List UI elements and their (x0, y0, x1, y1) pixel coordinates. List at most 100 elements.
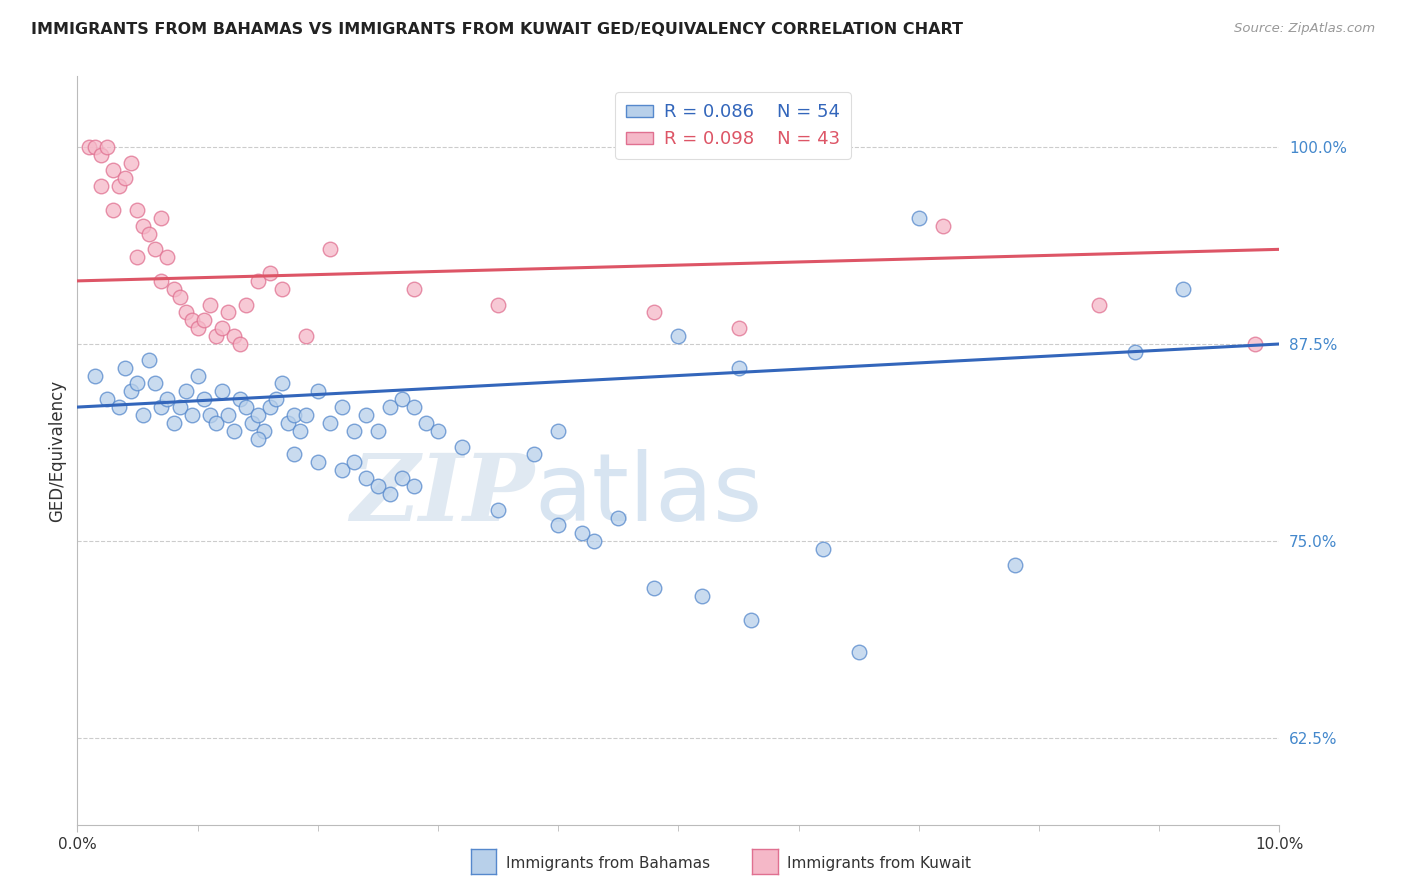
Point (932, 219, 955, 233)
Point (367, 479, 389, 493)
Point (174, 305, 197, 319)
Point (127, 376, 149, 391)
Point (235, 400, 257, 414)
Point (330, 400, 353, 414)
Point (571, 526, 593, 541)
Point (103, 163, 125, 178)
Point (108, 179, 131, 194)
Point (96, 140, 118, 154)
Legend: R = 0.086    N = 54, R = 0.098    N = 43: R = 0.086 N = 54, R = 0.098 N = 43 (616, 93, 851, 159)
Point (378, 400, 401, 414)
Point (96, 392, 118, 407)
Point (114, 360, 136, 375)
Point (84, 368, 107, 383)
Point (198, 297, 221, 311)
Point (402, 282, 425, 296)
Point (415, 416, 437, 430)
Point (253, 424, 276, 438)
Point (643, 305, 665, 319)
Point (740, 613, 762, 627)
Point (330, 463, 353, 477)
Point (240, 416, 263, 430)
Point (217, 305, 239, 319)
Point (354, 471, 377, 485)
Point (145, 243, 167, 257)
Point (120, 384, 142, 399)
Point (391, 471, 413, 485)
Point (486, 297, 509, 311)
Point (259, 266, 281, 280)
Point (668, 329, 690, 343)
Point (103, 202, 125, 217)
Point (222, 329, 245, 343)
Point (108, 400, 131, 414)
Point (246, 432, 269, 446)
Point (235, 297, 257, 311)
Point (402, 479, 425, 493)
Point (259, 400, 281, 414)
Point (217, 408, 239, 422)
Point (727, 321, 749, 335)
Point (319, 243, 342, 257)
Point (378, 487, 401, 501)
Point (90, 179, 112, 194)
Point (1004, 558, 1026, 572)
Point (204, 416, 226, 430)
Point (643, 582, 665, 596)
Point (132, 408, 155, 422)
Point (156, 392, 179, 407)
Point (228, 337, 250, 351)
Point (1088, 297, 1111, 311)
Point (343, 424, 366, 438)
Point (169, 290, 191, 304)
Point (294, 408, 316, 422)
Point (90, 147, 112, 161)
Point (127, 250, 149, 264)
Point (283, 408, 305, 422)
Point (319, 416, 342, 430)
Point (79, 140, 101, 154)
Point (150, 211, 173, 225)
Y-axis label: GED/Equivalency: GED/Equivalency (48, 379, 66, 522)
Point (211, 384, 233, 399)
Point (354, 408, 377, 422)
Point (145, 376, 167, 391)
Point (277, 416, 299, 430)
Point (391, 392, 413, 407)
Point (246, 274, 269, 288)
Text: Immigrants from Kuwait: Immigrants from Kuwait (787, 856, 972, 871)
Point (138, 227, 160, 241)
Point (186, 368, 209, 383)
Point (222, 424, 245, 438)
Point (180, 313, 202, 327)
Point (367, 424, 389, 438)
Point (307, 384, 329, 399)
Text: IMMIGRANTS FROM BAHAMAS VS IMMIGRANTS FROM KUWAIT GED/EQUIVALENCY CORRELATION CH: IMMIGRANTS FROM BAHAMAS VS IMMIGRANTS FR… (31, 22, 963, 37)
Point (84, 140, 107, 154)
Point (174, 384, 197, 399)
Point (607, 510, 630, 524)
Point (294, 329, 316, 343)
Point (186, 321, 209, 335)
Point (427, 424, 450, 438)
Point (1123, 344, 1146, 359)
Point (193, 392, 215, 407)
Point (1244, 337, 1267, 351)
Point (343, 455, 366, 469)
Point (162, 282, 184, 296)
Text: ZIP: ZIP (350, 450, 534, 541)
Point (523, 447, 546, 461)
Text: Source: ZipAtlas.com: Source: ZipAtlas.com (1234, 22, 1375, 36)
Point (848, 644, 870, 658)
Point (180, 408, 202, 422)
Point (283, 447, 305, 461)
Point (727, 360, 749, 375)
Point (150, 400, 173, 414)
Point (547, 424, 569, 438)
Point (228, 392, 250, 407)
Text: atlas: atlas (534, 450, 762, 541)
Point (486, 502, 509, 516)
Point (451, 440, 474, 454)
Point (114, 171, 136, 186)
Point (547, 518, 569, 533)
